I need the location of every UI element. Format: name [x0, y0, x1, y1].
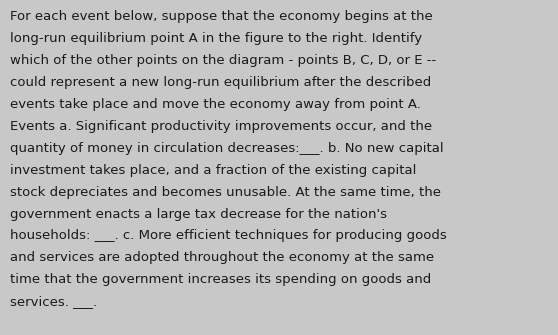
Text: services. ___.: services. ___. [10, 295, 97, 308]
Text: time that the government increases its spending on goods and: time that the government increases its s… [10, 273, 431, 286]
Text: could represent a new long-run equilibrium after the described: could represent a new long-run equilibri… [10, 76, 431, 89]
Text: events take place and move the economy away from point A.: events take place and move the economy a… [10, 98, 421, 111]
Text: which of the other points on the diagram - points B​, ​C, D, or E --: which of the other points on the diagram… [10, 54, 436, 67]
Text: households: ___. c. More efficient techniques for producing goods: households: ___. c. More efficient techn… [10, 229, 447, 243]
Text: For each event​ below, suppose that the economy begins at the: For each event​ below, suppose that the … [10, 10, 433, 23]
Text: government enacts a large tax decrease for the​ nation's: government enacts a large tax decrease f… [10, 208, 387, 220]
Text: Events a. Significant productivity improvements​ occur, and the: Events a. Significant productivity impro… [10, 120, 432, 133]
Text: stock depreciates and becomes unusable. At the same​ time, the: stock depreciates and becomes unusable. … [10, 186, 441, 199]
Text: quantity of money in circulation decreases:___. b. No new capital: quantity of money in circulation decreas… [10, 142, 444, 155]
Text: and services are adopted throughout the economy at the same: and services are adopted throughout the … [10, 251, 434, 264]
Text: investment takes​ place, and a fraction of the existing capital: investment takes​ place, and a fraction … [10, 164, 416, 177]
Text: long-run equilibrium point A in the figure to the right. Identify: long-run equilibrium point A in the figu… [10, 32, 422, 45]
